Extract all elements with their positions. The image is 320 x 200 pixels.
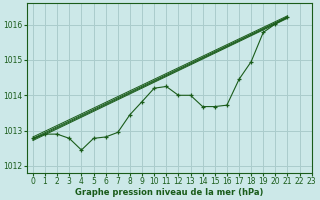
X-axis label: Graphe pression niveau de la mer (hPa): Graphe pression niveau de la mer (hPa)	[75, 188, 263, 197]
